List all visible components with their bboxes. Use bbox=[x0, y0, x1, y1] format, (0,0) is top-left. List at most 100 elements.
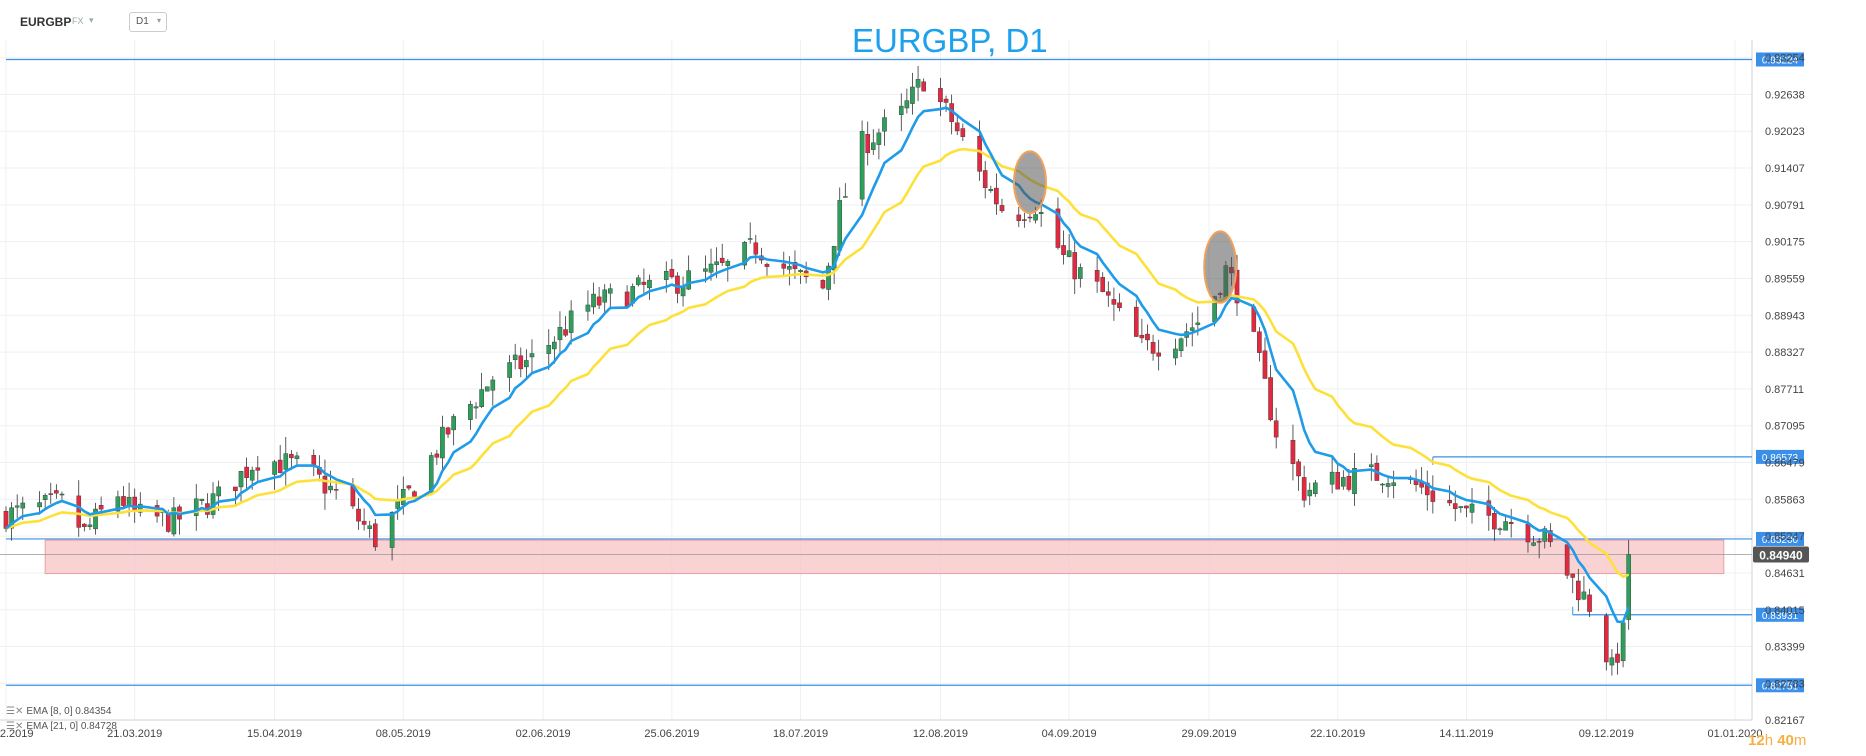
indicator-legend-ema8[interactable]: ☰✕ EMA [8, 0] 0.84354 bbox=[6, 706, 111, 717]
candle-body bbox=[255, 467, 261, 471]
candle-body bbox=[249, 469, 255, 481]
candle-body bbox=[132, 496, 137, 512]
candle-body bbox=[680, 286, 686, 297]
level-tag bbox=[1756, 607, 1804, 622]
candle-body bbox=[473, 406, 479, 409]
candle-body bbox=[59, 493, 65, 496]
candle-body bbox=[714, 261, 719, 265]
candle-body bbox=[1078, 267, 1083, 279]
x-tick-label: 08.05.2019 bbox=[376, 728, 431, 740]
candle-body bbox=[1117, 302, 1122, 308]
x-tick-label: 22.10.2019 bbox=[1310, 728, 1365, 740]
candle-body bbox=[1570, 573, 1576, 578]
candle-body bbox=[484, 386, 490, 392]
candle-body bbox=[563, 329, 568, 336]
candle-body bbox=[1094, 270, 1100, 282]
candle-body bbox=[1038, 211, 1044, 215]
candle-body bbox=[1564, 544, 1570, 576]
candle-body bbox=[703, 268, 708, 272]
symbol-label[interactable]: EURGBP bbox=[20, 15, 72, 29]
timeframe-value: D1 bbox=[136, 16, 149, 27]
candle-body bbox=[1139, 334, 1145, 339]
chart-grid bbox=[0, 40, 1753, 721]
candle-body bbox=[1548, 530, 1553, 543]
candle-body bbox=[602, 289, 608, 303]
candle-body bbox=[1536, 541, 1542, 543]
candle-body bbox=[994, 187, 999, 205]
candle-body bbox=[233, 486, 238, 491]
candle-body bbox=[115, 496, 121, 512]
y-tick-label: 0.85863 bbox=[1765, 494, 1805, 506]
candle-body bbox=[787, 266, 792, 270]
indicator-menu-icon[interactable]: ☰✕ bbox=[6, 706, 24, 717]
candle-body bbox=[585, 304, 591, 312]
candle-body bbox=[1464, 505, 1469, 509]
candle-body bbox=[1066, 250, 1072, 257]
candle-body bbox=[328, 485, 333, 491]
candle-body bbox=[199, 498, 205, 501]
candle-body bbox=[479, 389, 484, 408]
candle-body bbox=[1542, 528, 1548, 542]
candle-body bbox=[507, 362, 512, 378]
candle-body bbox=[1150, 342, 1156, 354]
x-tick-label: 12.08.2019 bbox=[913, 728, 968, 740]
candle-body bbox=[1022, 219, 1027, 221]
candle-body bbox=[1156, 352, 1161, 357]
candle-body bbox=[322, 475, 328, 494]
timeframe-select[interactable]: D1 ▾ bbox=[129, 12, 167, 32]
candle-body bbox=[798, 270, 803, 272]
candle-body bbox=[367, 525, 373, 529]
candle-body bbox=[333, 489, 339, 491]
y-tick-label: 0.82167 bbox=[1765, 715, 1805, 727]
candle-body bbox=[272, 461, 277, 475]
level-lines: 0.93224 0.86573 0.85200 0.83931 0.82751 0.849… bbox=[0, 52, 1809, 693]
candle-body bbox=[1531, 542, 1536, 546]
candle-body bbox=[1609, 657, 1615, 666]
support-zone bbox=[44, 539, 1725, 575]
candle-body bbox=[1341, 477, 1346, 487]
candle-body bbox=[1061, 245, 1066, 255]
indicator-legend-ema21[interactable]: ☰✕ EMA [21, 0] 0.84728 bbox=[6, 721, 117, 732]
x-tick-label: 25.06.2019 bbox=[644, 728, 699, 740]
candle-body bbox=[468, 404, 473, 420]
y-tick-label: 0.87711 bbox=[1765, 384, 1804, 396]
level-tag bbox=[1756, 52, 1804, 67]
candle-body bbox=[277, 459, 283, 473]
candle-body bbox=[988, 189, 994, 191]
candle-body bbox=[406, 485, 412, 489]
level-tag-label: 0.85200 bbox=[1762, 535, 1799, 546]
support-zone-rect bbox=[44, 539, 1725, 575]
x-tick-label: 21.03.2019 bbox=[107, 728, 162, 740]
candle-body bbox=[865, 134, 871, 154]
candle-body bbox=[193, 498, 199, 516]
current-price-tag bbox=[1753, 546, 1809, 563]
y-tick-label: 0.86479 bbox=[1765, 458, 1805, 470]
indicator-name: EMA [8, 0] bbox=[26, 706, 73, 717]
candle-body bbox=[1626, 554, 1631, 620]
candle-body bbox=[1016, 214, 1022, 221]
candle-body bbox=[837, 200, 843, 251]
level-tag-label: 0.93224 bbox=[1762, 55, 1799, 66]
candle-body bbox=[608, 288, 613, 294]
candle-body bbox=[283, 453, 289, 470]
chart-toolbar: EURGBP FX ▾ D1 ▾ bbox=[0, 0, 1866, 40]
candle-body bbox=[915, 79, 921, 88]
candle-body bbox=[1273, 420, 1279, 438]
candle-body bbox=[137, 503, 143, 513]
indicator-menu-icon[interactable]: ☰✕ bbox=[6, 721, 24, 732]
candle-body bbox=[1173, 348, 1178, 359]
candle-body bbox=[428, 455, 434, 493]
candle-body bbox=[591, 293, 596, 308]
chevron-down-icon[interactable]: ▾ bbox=[89, 15, 94, 25]
x-tick-label: 15.04.2019 bbox=[247, 728, 302, 740]
candle-body bbox=[373, 523, 378, 548]
candle-body bbox=[1307, 489, 1313, 497]
level-tag-label: 0.86573 bbox=[1762, 453, 1799, 464]
candle-body bbox=[781, 263, 787, 269]
candle-body bbox=[1346, 475, 1352, 490]
y-tick-label: 0.88943 bbox=[1765, 310, 1805, 322]
candle-body bbox=[747, 238, 753, 240]
candle-body bbox=[1257, 331, 1262, 353]
candle-body bbox=[48, 493, 54, 495]
